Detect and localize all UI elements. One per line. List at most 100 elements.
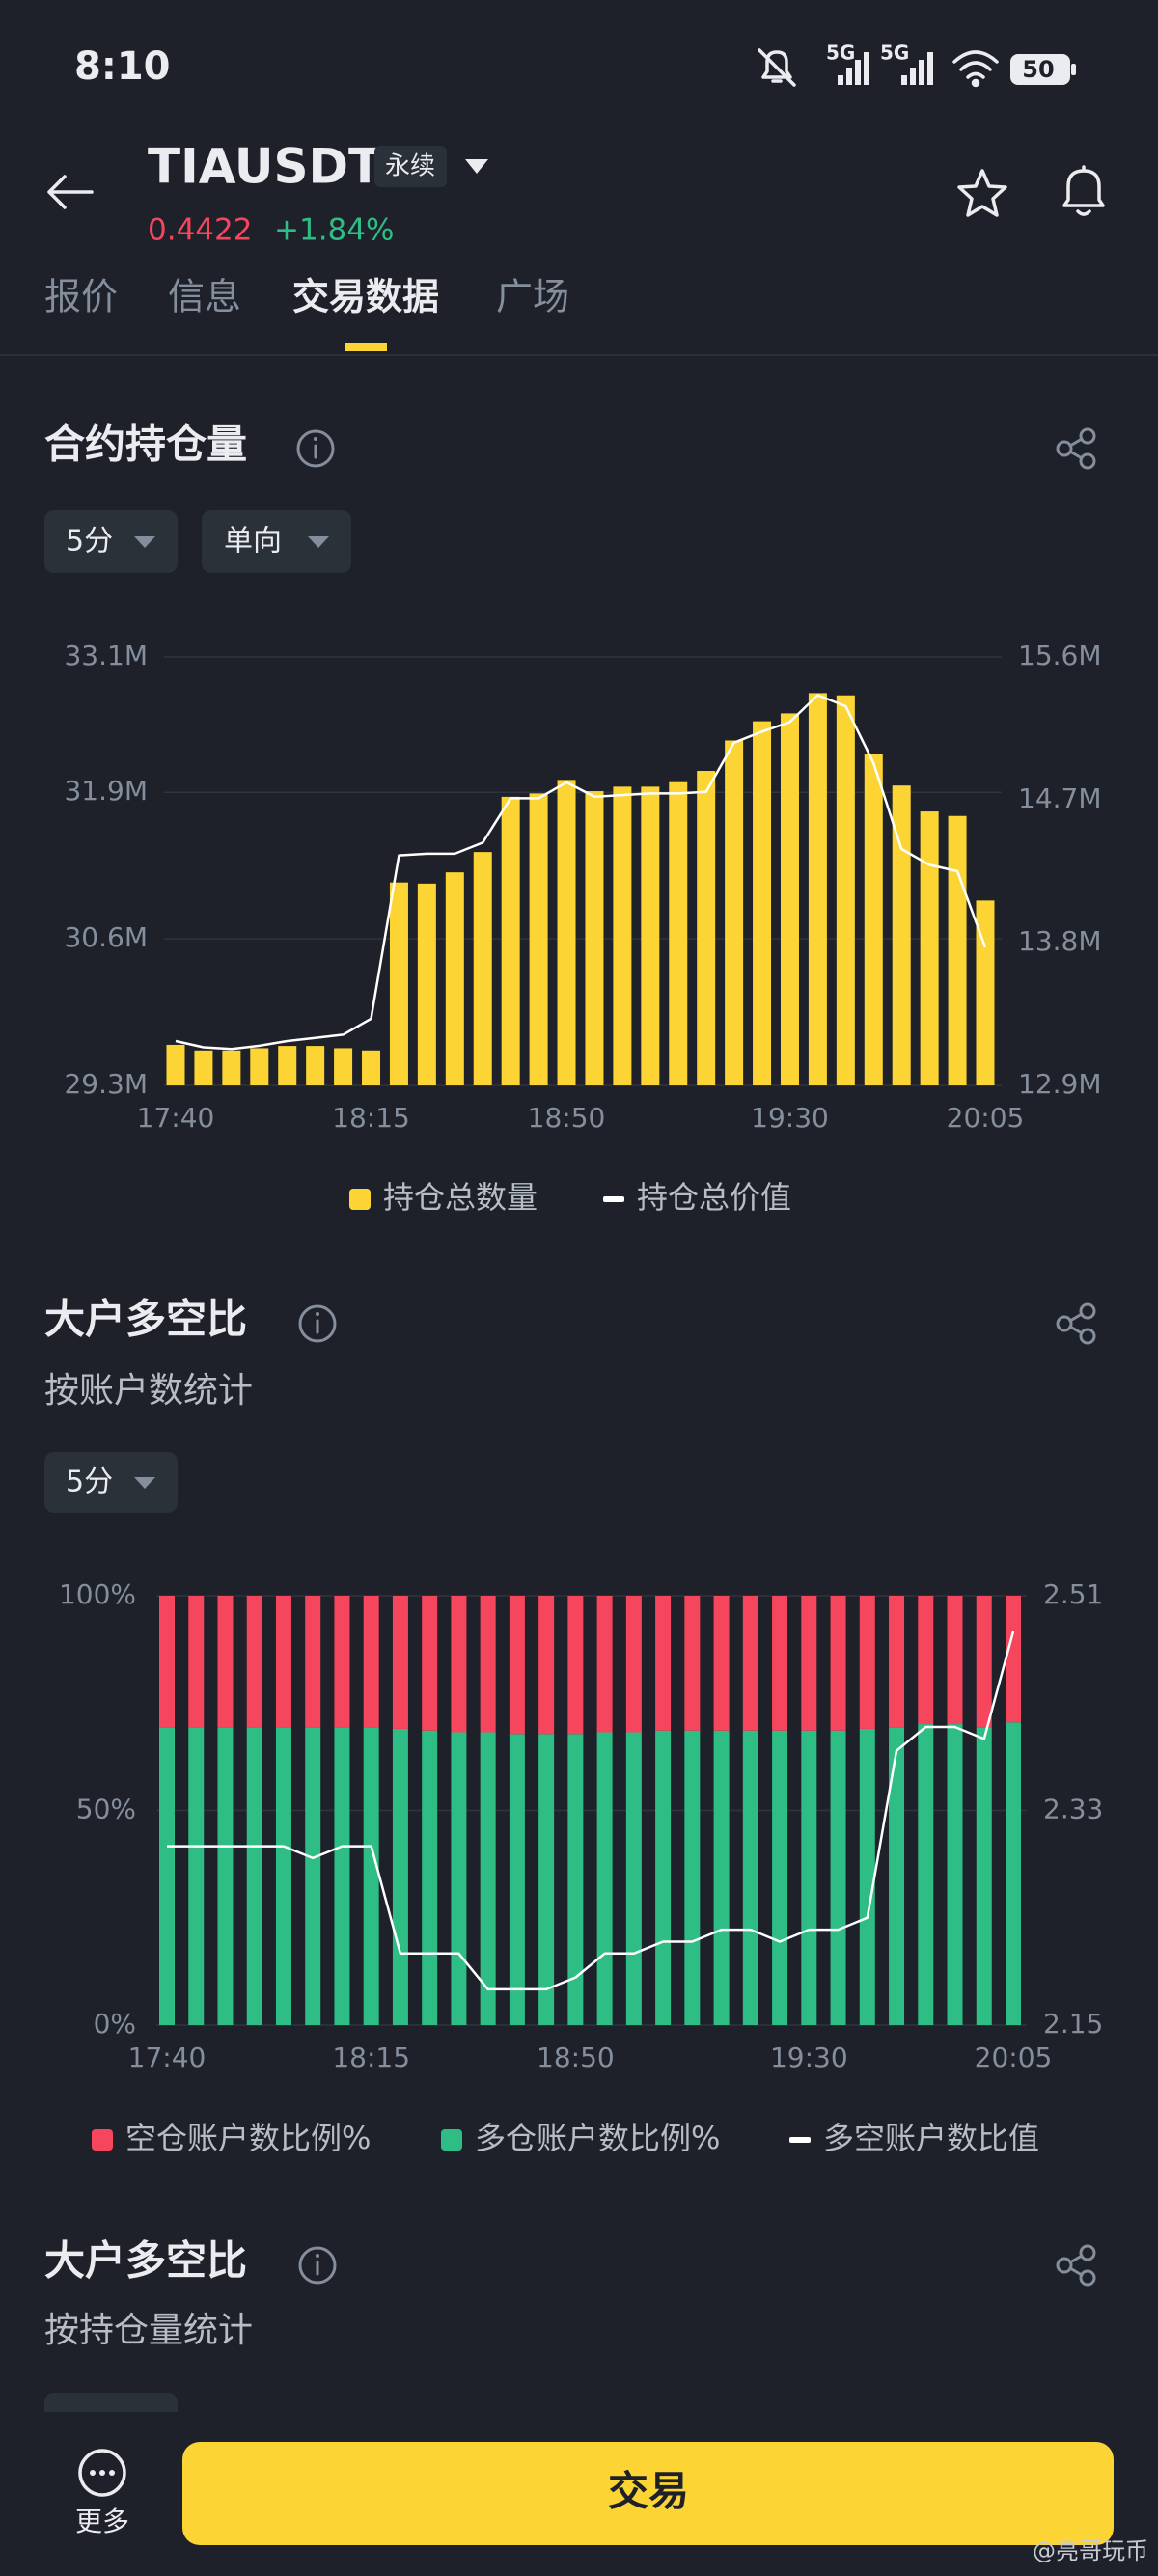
legend-marker <box>441 2129 462 2151</box>
bar-segment <box>246 1596 262 1728</box>
bar-segment <box>713 1596 730 1731</box>
bar-segment <box>188 1596 205 1728</box>
bar-segment <box>1006 1596 1021 1723</box>
bar-segment <box>596 1596 613 1733</box>
bar-segment <box>159 1727 175 2025</box>
x-tick-label: 18:50 <box>537 2042 615 2073</box>
bar <box>473 852 492 1085</box>
battery-icon <box>1010 54 1076 85</box>
back-button[interactable] <box>47 175 94 209</box>
bar-segment <box>596 1732 613 2025</box>
bar <box>780 713 799 1085</box>
bar-segment <box>275 1596 291 1728</box>
bar <box>278 1046 297 1085</box>
bar-segment <box>480 1732 496 2025</box>
y-tick-label: 31.9M <box>64 775 148 807</box>
legend-label: 持仓总数量 <box>383 1179 538 1216</box>
y2-tick-label: 2.15 <box>1043 2008 1103 2040</box>
y2-tick-label: 2.33 <box>1043 1794 1103 1825</box>
selector-label: 5分 <box>66 525 113 559</box>
bar <box>250 1048 269 1085</box>
bar <box>864 754 883 1085</box>
bar <box>892 785 911 1085</box>
signal-label: 5G <box>826 41 855 65</box>
bar-segment <box>625 1596 642 1733</box>
bar-segment <box>217 1596 234 1728</box>
share-icon[interactable] <box>1056 427 1096 470</box>
bar <box>501 796 520 1085</box>
bar-segment <box>742 1730 758 2025</box>
tab[interactable]: 报价 <box>44 276 118 318</box>
legend-label: 持仓总价值 <box>637 1179 791 1216</box>
bar <box>166 1044 185 1085</box>
legend-marker <box>789 2137 811 2143</box>
bar <box>306 1046 325 1085</box>
badge: 永续 <box>385 152 435 181</box>
x-tick-label: 18:15 <box>332 1102 410 1134</box>
bar <box>445 872 464 1085</box>
bar <box>641 786 660 1085</box>
info-icon[interactable] <box>298 1304 337 1343</box>
x-tick-label: 17:40 <box>128 2042 207 2073</box>
selector-label: 5分 <box>66 1466 113 1499</box>
symbol-dropdown[interactable] <box>465 159 488 174</box>
alert-button[interactable] <box>1062 165 1105 216</box>
bar-segment <box>275 1727 291 2025</box>
bar-segment <box>422 1596 438 1731</box>
bar <box>389 882 408 1085</box>
long-short-ratio-chart: 0% 50% 100% 2.15 2.33 2.51 17:40 18:15 18:50 19:3… <box>59 1578 1103 2156</box>
section-title: 合约持仓量 <box>44 421 247 468</box>
bar-segment <box>625 1732 642 2025</box>
bar-segment <box>772 1596 788 1731</box>
bar <box>222 1050 241 1085</box>
bar <box>753 721 772 1085</box>
y2-tick-label: 2.51 <box>1043 1578 1103 1610</box>
trade-label: 交易 <box>608 2468 689 2515</box>
legend-marker <box>349 1189 371 1210</box>
bar <box>334 1048 353 1085</box>
tab[interactable]: 广场 <box>496 276 569 318</box>
section-subtitle: 按持仓量统计 <box>44 2311 253 2350</box>
bar-segment <box>830 1730 846 2025</box>
line <box>167 1631 1015 1991</box>
more-button[interactable] <box>78 2449 126 2497</box>
y2-tick-label: 15.6M <box>1018 640 1102 671</box>
share-icon[interactable] <box>1056 1302 1096 1345</box>
y2-tick-label: 14.7M <box>1018 782 1102 814</box>
selector[interactable] <box>44 1452 178 1513</box>
bar-segment <box>246 1727 262 2025</box>
selector-arrow <box>134 1477 155 1489</box>
x-tick-label: 19:30 <box>770 2042 848 2073</box>
share-icon[interactable] <box>1056 2244 1096 2287</box>
tab[interactable]: 信息 <box>168 276 241 318</box>
y-tick-label: 33.1M <box>64 640 148 671</box>
bar <box>557 780 576 1085</box>
x-tick-label: 18:50 <box>528 1102 606 1134</box>
bar-segment <box>830 1596 846 1731</box>
info-icon[interactable] <box>298 2246 337 2285</box>
trade-button[interactable] <box>182 2442 1114 2545</box>
selector[interactable] <box>202 510 351 573</box>
bar-segment <box>889 1596 905 1728</box>
tab[interactable]: 交易数据 <box>292 276 439 318</box>
bar-segment <box>947 1724 963 2025</box>
y-tick-label: 100% <box>59 1578 136 1610</box>
legend-label: 多空账户数比值 <box>823 2120 1039 2156</box>
bar-segment <box>422 1730 438 2025</box>
selector[interactable] <box>44 510 178 573</box>
tab-indicator <box>345 343 388 351</box>
info-icon[interactable] <box>296 429 335 468</box>
bar-segment <box>509 1734 525 2025</box>
favorite-button[interactable] <box>957 169 1007 217</box>
bar-segment <box>480 1596 496 1733</box>
x-tick-label: 19:30 <box>751 1102 829 1134</box>
bar-segment <box>918 1724 934 2025</box>
bar-segment <box>976 1727 992 2025</box>
bar-segment <box>655 1730 672 2025</box>
signal-icon <box>901 52 933 85</box>
y2-tick-label: 13.8M <box>1018 925 1102 957</box>
bar <box>585 791 604 1085</box>
